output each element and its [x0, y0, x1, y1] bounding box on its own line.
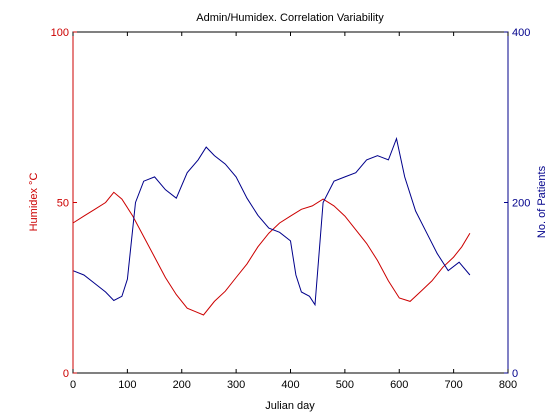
plot-frame	[72, 31, 509, 374]
left-y-tick-label: 50	[57, 198, 69, 210]
x-tick-label: 700	[444, 379, 462, 391]
left-y-axis-label: Humidex °C	[28, 173, 40, 232]
x-axis-label: Julian day	[265, 400, 315, 412]
chart-title: Admin/Humidex. Correlation Variability	[196, 12, 384, 24]
x-tick-label: 600	[390, 379, 408, 391]
x-tick-label: 800	[499, 379, 517, 391]
x-tick-label: 100	[118, 379, 136, 391]
left-y-tick-label: 100	[51, 27, 69, 39]
series-layer	[72, 136, 471, 316]
left-y-tick-label: 0	[63, 368, 69, 380]
right-y-tick-label: 200	[512, 198, 530, 210]
x-tick-label: 400	[281, 379, 299, 391]
x-tick-label: 200	[173, 379, 191, 391]
x-tick-label: 500	[336, 379, 354, 391]
x-tick-label: 0	[70, 379, 76, 391]
right-y-axis-label: No. of Patients	[536, 165, 548, 238]
series-line-patients	[72, 136, 471, 307]
right-y-tick-label: 0	[512, 368, 518, 380]
x-tick-label: 300	[227, 379, 245, 391]
right-y-tick-label: 400	[512, 27, 530, 39]
series-line-humidex	[72, 191, 471, 316]
